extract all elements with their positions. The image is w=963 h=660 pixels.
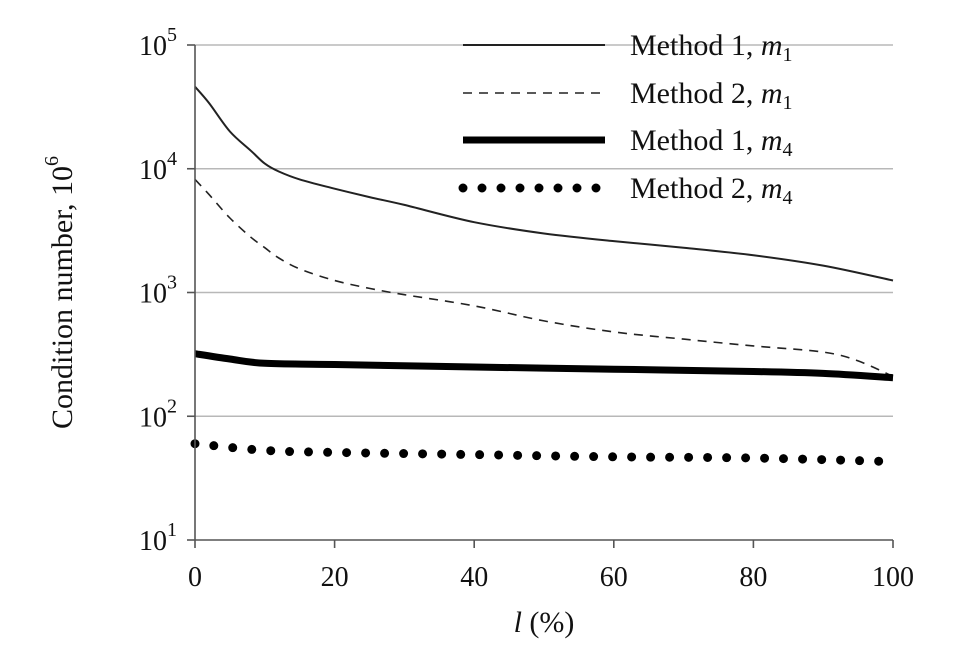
y-tick-base: 10 — [139, 31, 167, 62]
legend-label-3: Method 1, m4 — [630, 124, 793, 161]
legend-label-main: Method 1, — [630, 124, 761, 157]
legend-label-main: Method 2, — [630, 77, 761, 110]
y-tick-label: 101 — [139, 519, 177, 557]
legend-label-variable: m — [761, 77, 783, 110]
legend-label-variable: m — [761, 124, 783, 157]
x-tick-label: 100 — [872, 562, 914, 593]
legend-label-variable: m — [761, 172, 783, 205]
legend-label-subscript: 4 — [783, 187, 793, 209]
x-tick-label: 20 — [321, 562, 349, 593]
series-line-1 — [194, 86, 894, 282]
legend-label-subscript: 4 — [783, 139, 793, 161]
legend-label-variable: m — [761, 29, 783, 62]
y-tick-base: 10 — [139, 526, 167, 557]
legend-label-main: Method 1, — [630, 29, 761, 62]
legend-label-main: Method 2, — [630, 172, 761, 205]
series-line-4 — [190, 439, 898, 467]
y-tick-exponent: 5 — [167, 24, 177, 46]
legend-label-4: Method 2, m4 — [630, 172, 793, 209]
x-axis-title: l (%) — [514, 606, 575, 639]
x-axis-unit: (%) — [522, 606, 574, 639]
x-tick-label: 0 — [188, 562, 202, 593]
legend-label-subscript: 1 — [783, 92, 793, 114]
x-axis-variable: l — [514, 606, 522, 639]
series-lines — [190, 86, 898, 467]
y-tick-exponent: 1 — [167, 519, 177, 541]
y-axis-title-exponent: 6 — [41, 156, 63, 166]
x-tick-label: 40 — [460, 562, 488, 593]
y-tick-exponent: 3 — [167, 272, 177, 294]
series-line-2 — [194, 178, 894, 378]
y-axis-title-base: Condition number, 10 — [46, 166, 79, 429]
series-line-3 — [194, 350, 894, 382]
y-tick-label: 104 — [139, 148, 177, 186]
y-tick-base: 10 — [139, 155, 167, 186]
y-tick-label: 102 — [139, 395, 177, 433]
y-tick-label: 103 — [139, 272, 177, 310]
x-tick-label: 80 — [739, 562, 767, 593]
y-tick-base: 10 — [139, 279, 167, 310]
y-tick-exponent: 2 — [167, 395, 177, 417]
x-tick-label: 60 — [600, 562, 628, 593]
y-tick-exponent: 4 — [167, 148, 177, 170]
legend-label-1: Method 1, m1 — [630, 29, 793, 66]
y-tick-base: 10 — [139, 402, 167, 433]
y-tick-label: 105 — [139, 24, 177, 62]
legend-label-2: Method 2, m1 — [630, 77, 793, 114]
legend-label-subscript: 1 — [783, 44, 793, 66]
y-axis-title: Condition number, 106 — [41, 156, 79, 429]
